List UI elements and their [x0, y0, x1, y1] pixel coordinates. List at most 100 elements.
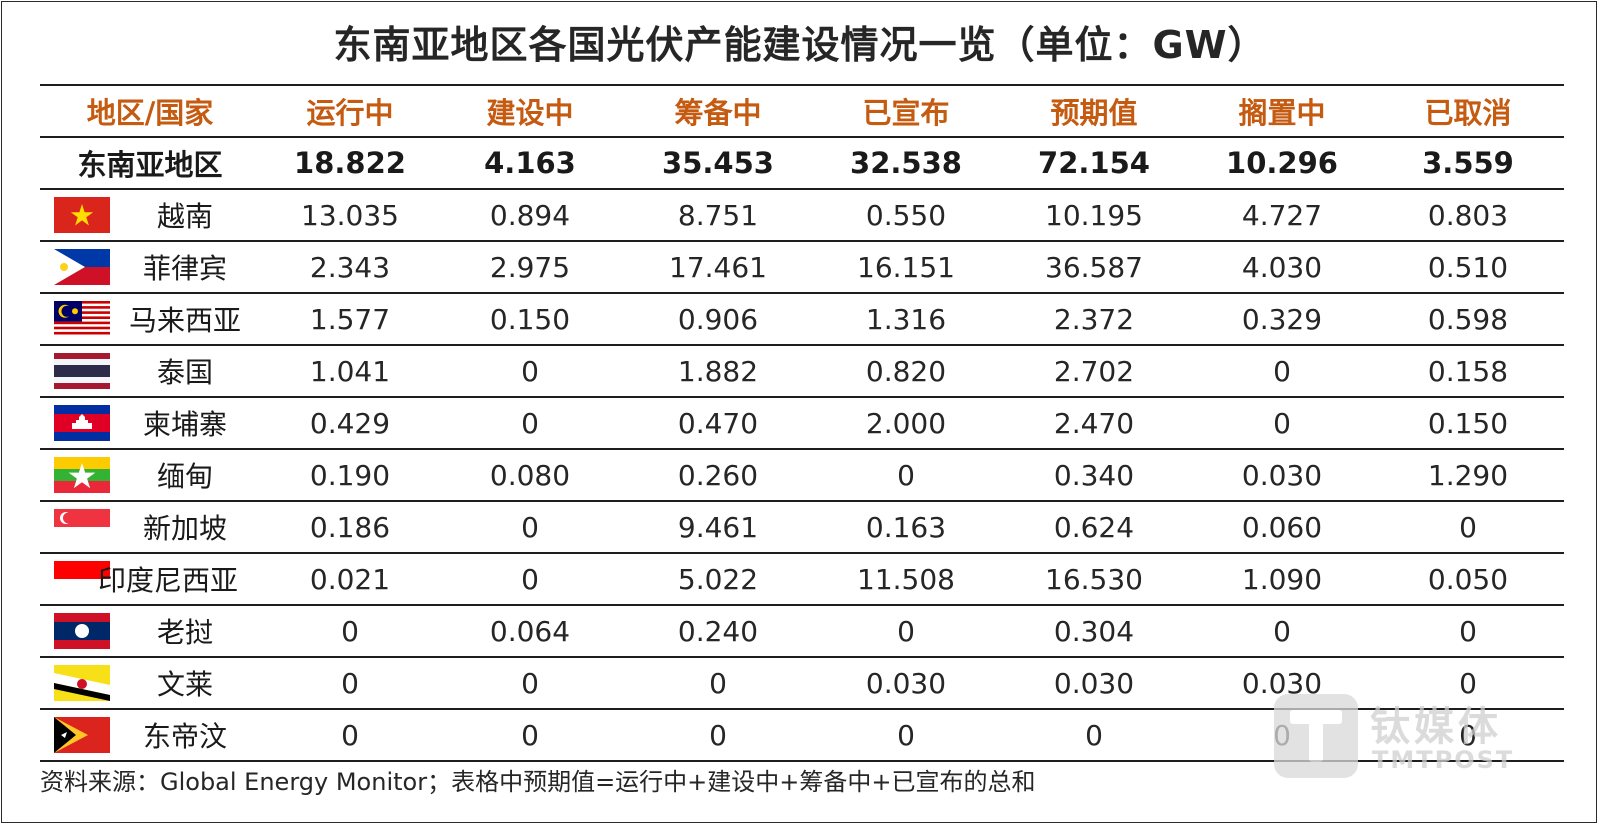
header-cell: 已取消: [1372, 84, 1564, 138]
country-rows: 越南 13.035 0.894 8.751 0.550 10.195 4.727 0.803 菲…: [40, 189, 1564, 762]
header-cell: 地区/国家: [40, 84, 260, 138]
malaysia-flag-icon: [54, 301, 110, 337]
value-cell: 0: [440, 345, 620, 398]
value-cell: 2.372: [996, 293, 1192, 346]
header-cell: 建设中: [440, 84, 620, 138]
source-note: 资料来源：Global Energy Monitor；表格中预期值=运行中+建设…: [40, 768, 1036, 796]
country-name: 菲律宾: [142, 252, 227, 285]
value-cell: 1.316: [816, 293, 996, 346]
country-cell: 马来西亚: [40, 293, 260, 346]
country-name: 老挝: [156, 616, 213, 649]
value-cell: 0: [1372, 657, 1564, 710]
header-cell: 搁置中: [1192, 84, 1372, 138]
watermark-cn: 钛媒体: [1370, 704, 1502, 750]
value-cell: 0.030: [816, 657, 996, 710]
value-cell: 0: [816, 605, 996, 658]
value-cell: 4.030: [1192, 241, 1372, 294]
value-cell: 0: [1372, 501, 1564, 554]
country-name: 印度尼西亚: [98, 564, 239, 597]
value-cell: 0.080: [440, 449, 620, 502]
country-cell: 越南: [40, 189, 260, 242]
laos-flag-icon: [54, 613, 110, 649]
value-cell: 0: [1192, 397, 1372, 450]
total-value: 18.822: [260, 137, 440, 190]
philippines-flag-icon: [54, 249, 110, 285]
value-cell: 0.021: [260, 553, 440, 606]
value-cell: 2.702: [996, 345, 1192, 398]
value-cell: 0: [440, 397, 620, 450]
country-name: 缅甸: [156, 460, 213, 493]
country-cell: 东帝汶: [40, 709, 260, 762]
value-cell: 2.975: [440, 241, 620, 294]
value-cell: 0.470: [620, 397, 816, 450]
value-cell: 0: [440, 553, 620, 606]
total-value: 35.453: [620, 137, 816, 190]
cambodia-flag-icon: [54, 405, 110, 441]
value-cell: 13.035: [260, 189, 440, 242]
singapore-flag-icon: [54, 509, 110, 545]
value-cell: 0.260: [620, 449, 816, 502]
page-title: 东南亚地区各国光伏产能建设情况一览（单位：GW）: [333, 23, 1267, 67]
value-cell: 0: [1192, 605, 1372, 658]
value-cell: 1.041: [260, 345, 440, 398]
value-cell: 0: [620, 709, 816, 762]
value-cell: 0.894: [440, 189, 620, 242]
header-cell: 运行中: [260, 84, 440, 138]
value-cell: 1.290: [1372, 449, 1564, 502]
value-cell: 0.429: [260, 397, 440, 450]
value-cell: 1.577: [260, 293, 440, 346]
table-row: 新加坡 0.186 0 9.461 0.163 0.624 0.060 0: [40, 501, 1564, 554]
value-cell: 0: [440, 501, 620, 554]
country-name: 泰国: [156, 356, 213, 389]
country-cell: 印度尼西亚: [40, 553, 260, 606]
header-cell: 预期值: [996, 84, 1192, 138]
table-row: 越南 13.035 0.894 8.751 0.550 10.195 4.727 0.803: [40, 189, 1564, 242]
table-row: 文莱 0 0 0 0.030 0.030 0.030 0: [40, 657, 1564, 710]
value-cell: 16.151: [816, 241, 996, 294]
country-cell: 老挝: [40, 605, 260, 658]
thailand-flag-icon: [54, 353, 110, 389]
country-name: 新加坡: [142, 512, 227, 545]
country-name: 马来西亚: [128, 304, 241, 337]
country-name: 文莱: [156, 668, 213, 701]
total-value: 72.154: [996, 137, 1192, 190]
value-cell: 11.508: [816, 553, 996, 606]
value-cell: 0.240: [620, 605, 816, 658]
value-cell: 0: [260, 657, 440, 710]
total-value: 32.538: [816, 137, 996, 190]
brunei-flag-icon: [54, 665, 110, 701]
value-cell: 5.022: [620, 553, 816, 606]
value-cell: 0: [816, 709, 996, 762]
value-cell: 0.050: [1372, 553, 1564, 606]
value-cell: 0.304: [996, 605, 1192, 658]
value-cell: 0.064: [440, 605, 620, 658]
value-cell: 10.195: [996, 189, 1192, 242]
country-cell: 泰国: [40, 345, 260, 398]
country-name: 越南: [156, 200, 213, 233]
value-cell: 0.158: [1372, 345, 1564, 398]
total-value: 10.296: [1192, 137, 1372, 190]
table-row: 老挝 0 0.064 0.240 0 0.304 0 0: [40, 605, 1564, 658]
value-cell: 0: [996, 709, 1192, 762]
value-cell: 0.820: [816, 345, 996, 398]
value-cell: 9.461: [620, 501, 816, 554]
total-value: 3.559: [1372, 137, 1564, 190]
value-cell: 0: [816, 449, 996, 502]
value-cell: 2.343: [260, 241, 440, 294]
table-row: 菲律宾 2.343 2.975 17.461 16.151 36.587 4.030 0.51…: [40, 241, 1564, 294]
value-cell: 0.803: [1372, 189, 1564, 242]
value-cell: 0.598: [1372, 293, 1564, 346]
value-cell: 0: [1372, 605, 1564, 658]
value-cell: 8.751: [620, 189, 816, 242]
value-cell: 0.030: [1192, 449, 1372, 502]
value-cell: 0: [620, 657, 816, 710]
value-cell: 0.150: [440, 293, 620, 346]
value-cell: 17.461: [620, 241, 816, 294]
country-cell: 文莱: [40, 657, 260, 710]
region-label: 东南亚地区: [40, 137, 260, 190]
value-cell: 16.530: [996, 553, 1192, 606]
value-cell: 0: [1372, 709, 1564, 762]
table-row: 柬埔寨 0.429 0 0.470 2.000 2.470 0 0.150: [40, 397, 1564, 450]
total-row: 东南亚地区 18.822 4.163 35.453 32.538 72.154 …: [40, 137, 1564, 190]
